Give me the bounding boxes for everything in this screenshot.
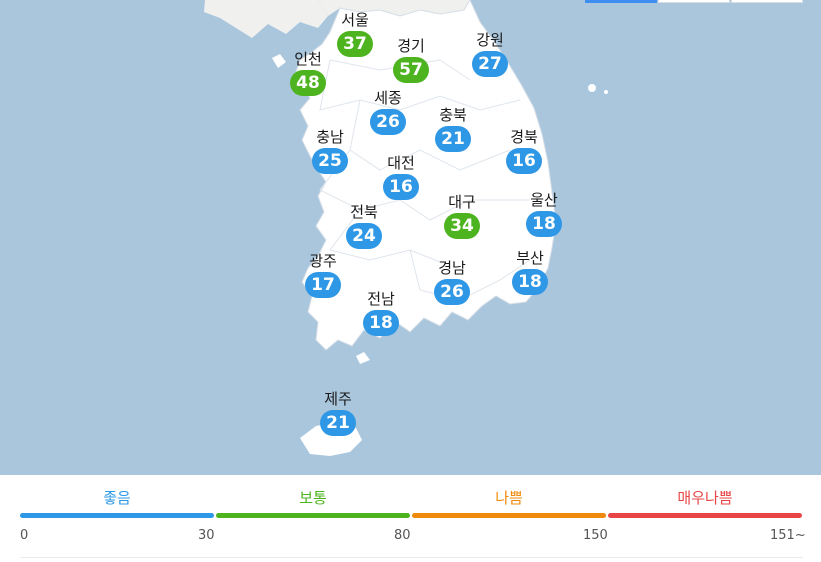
legend-tick-0: 0 bbox=[20, 528, 29, 543]
region-value-badge: 21 bbox=[320, 410, 356, 436]
dokdo-island bbox=[604, 90, 608, 94]
region-value-badge: 16 bbox=[383, 174, 419, 200]
western-islands bbox=[272, 54, 286, 68]
region-marker[interactable]: 울산 18 bbox=[504, 191, 584, 237]
region-value-badge: 27 bbox=[472, 51, 508, 77]
legend-labels: 좋음 보통 나쁨 매우나쁨 bbox=[20, 487, 803, 507]
region-name: 세종 bbox=[374, 89, 402, 107]
region-value-badge: 16 bbox=[506, 148, 542, 174]
region-value-badge: 37 bbox=[337, 31, 373, 57]
region-name: 경북 bbox=[510, 128, 538, 146]
legend-bar-bad bbox=[412, 513, 606, 518]
region-name: 광주 bbox=[309, 252, 337, 270]
region-marker[interactable]: 경기 57 bbox=[371, 37, 451, 83]
region-marker[interactable]: 대구 34 bbox=[422, 193, 502, 239]
region-marker[interactable]: 세종 26 bbox=[348, 89, 428, 135]
region-name: 전남 bbox=[367, 290, 395, 308]
region-name: 대전 bbox=[387, 154, 415, 172]
region-marker[interactable]: 강원 27 bbox=[450, 31, 530, 77]
legend-tick-80: 80 bbox=[394, 528, 411, 543]
region-marker[interactable]: 전남 18 bbox=[341, 290, 421, 336]
air-quality-map[interactable]: 서울 37 경기 57 강원 27 인천 48 세종 26 충북 21 경북 16 충남 25 대전 16 대구 34… bbox=[0, 0, 821, 475]
legend-label-very-bad: 매우나쁨 bbox=[677, 489, 733, 507]
region-marker[interactable]: 광주 17 bbox=[283, 252, 363, 298]
korea-land-map bbox=[204, 0, 608, 456]
map-tabs[interactable] bbox=[584, 0, 803, 3]
region-value-badge: 24 bbox=[346, 223, 382, 249]
region-name: 경기 bbox=[397, 37, 425, 55]
legend-ticks: 0 30 80 150 151~ bbox=[20, 528, 806, 546]
legend-label-normal: 보통 bbox=[299, 489, 327, 507]
ulleung-island bbox=[588, 84, 596, 92]
map-tab-3[interactable] bbox=[731, 0, 803, 3]
region-marker[interactable]: 대전 16 bbox=[361, 154, 441, 200]
region-name: 경남 bbox=[438, 259, 466, 277]
region-marker[interactable]: 경남 26 bbox=[412, 259, 492, 305]
legend-divider bbox=[20, 557, 803, 558]
legend-bar-good bbox=[20, 513, 214, 518]
region-marker[interactable]: 전북 24 bbox=[324, 203, 404, 249]
region-value-badge: 18 bbox=[526, 211, 562, 237]
region-value-badge: 34 bbox=[444, 213, 480, 239]
map-tab-1[interactable] bbox=[585, 0, 657, 3]
legend-label-good: 좋음 bbox=[103, 489, 131, 507]
region-value-badge: 48 bbox=[290, 70, 326, 96]
region-value-badge: 21 bbox=[435, 126, 471, 152]
region-marker[interactable]: 제주 21 bbox=[298, 390, 378, 436]
region-name: 충북 bbox=[439, 106, 467, 124]
air-quality-legend: 좋음 보통 나쁨 매우나쁨 0 30 80 150 151~ bbox=[20, 475, 806, 562]
region-value-badge: 18 bbox=[512, 269, 548, 295]
legend-bars bbox=[20, 513, 803, 518]
region-value-badge: 26 bbox=[370, 109, 406, 135]
region-name: 대구 bbox=[448, 193, 476, 211]
region-marker[interactable]: 부산 18 bbox=[490, 249, 570, 295]
map-tab-2[interactable] bbox=[658, 0, 730, 3]
region-value-badge: 18 bbox=[363, 310, 399, 336]
region-marker[interactable]: 경북 16 bbox=[484, 128, 564, 174]
north-land bbox=[204, 0, 328, 38]
legend-tick-151-plus: 151~ bbox=[770, 528, 806, 543]
region-value-badge: 25 bbox=[312, 148, 348, 174]
region-name: 부산 bbox=[516, 249, 544, 267]
legend-tick-150: 150 bbox=[583, 528, 608, 543]
legend-tick-30: 30 bbox=[198, 528, 215, 543]
region-marker[interactable]: 충북 21 bbox=[413, 106, 493, 152]
legend-label-bad: 나쁨 bbox=[495, 489, 523, 507]
legend-bar-very-bad bbox=[608, 513, 802, 518]
region-name: 인천 bbox=[294, 50, 322, 68]
region-marker[interactable]: 서울 37 bbox=[315, 11, 395, 57]
region-name: 충남 bbox=[316, 128, 344, 146]
region-value-badge: 57 bbox=[393, 57, 429, 83]
legend-bar-normal bbox=[216, 513, 410, 518]
region-name: 울산 bbox=[530, 191, 558, 209]
region-name: 제주 bbox=[324, 390, 352, 408]
region-name: 서울 bbox=[341, 11, 369, 29]
region-value-badge: 26 bbox=[434, 279, 470, 305]
region-name: 전북 bbox=[350, 203, 378, 221]
region-marker[interactable]: 충남 25 bbox=[290, 128, 370, 174]
southern-island bbox=[356, 352, 370, 364]
region-name: 강원 bbox=[476, 31, 504, 49]
region-marker[interactable]: 인천 48 bbox=[268, 50, 348, 96]
region-value-badge: 17 bbox=[305, 272, 341, 298]
